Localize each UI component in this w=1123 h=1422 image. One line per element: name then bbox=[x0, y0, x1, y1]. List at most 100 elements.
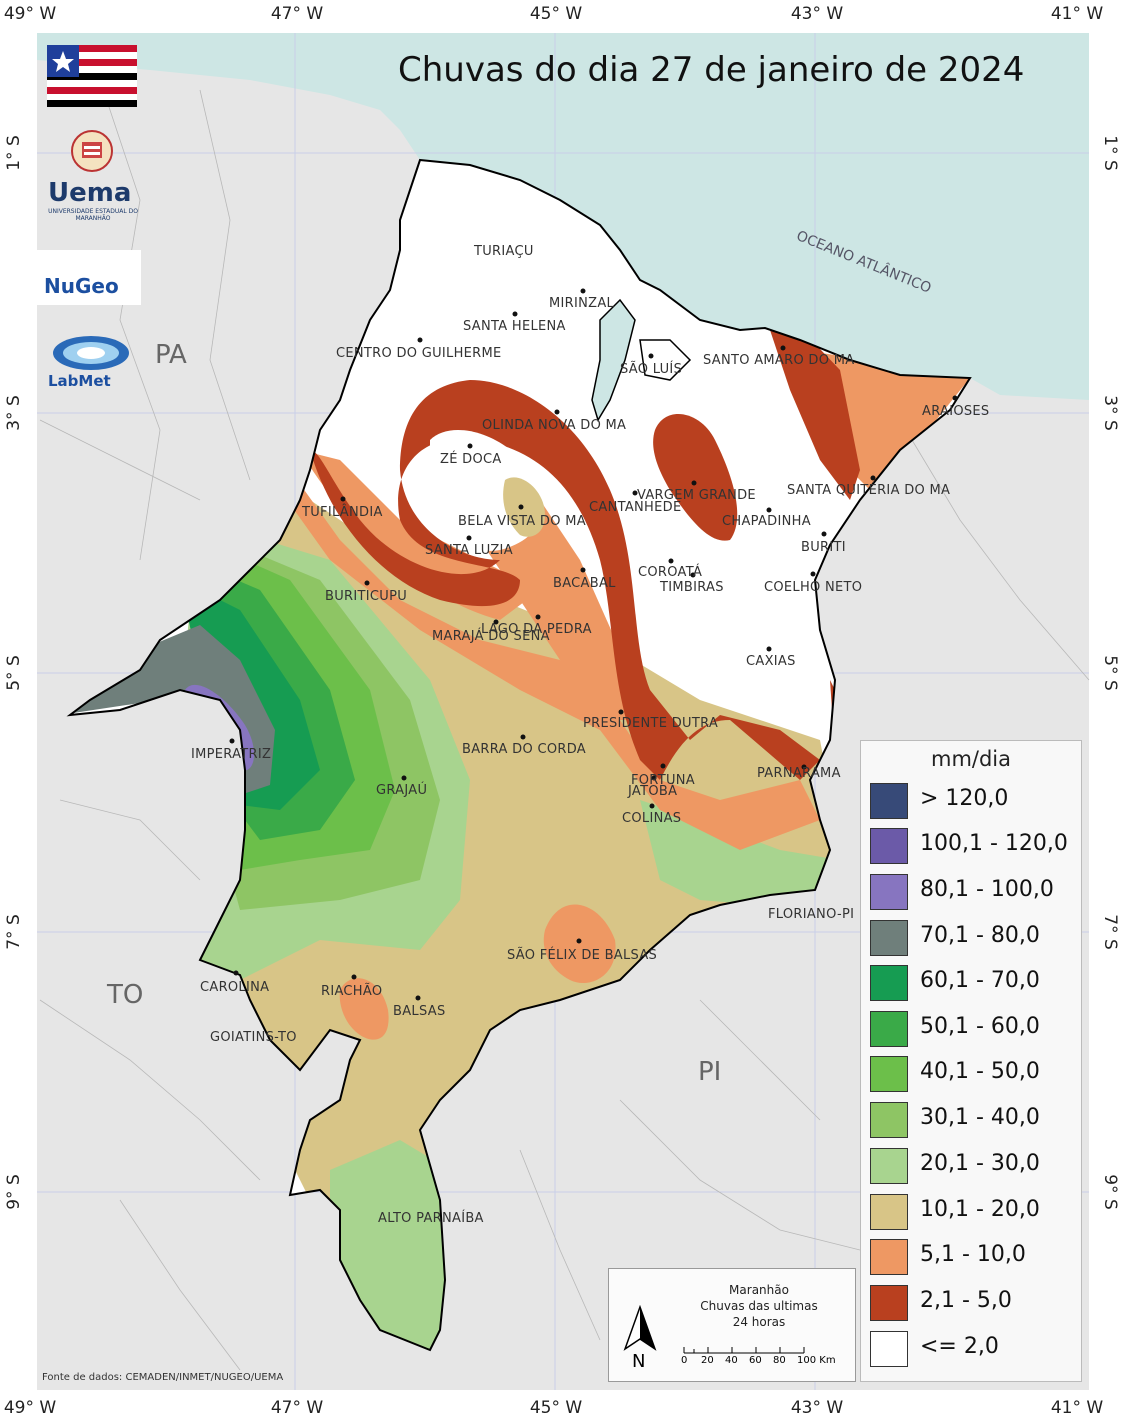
longitude-label: 43° W bbox=[790, 4, 844, 24]
city-label: BACABAL bbox=[553, 576, 616, 591]
latitude-label: 9° S bbox=[4, 1174, 24, 1210]
legend-item: 60,1 - 70,0 bbox=[870, 965, 1080, 1005]
legend-swatch bbox=[870, 783, 908, 819]
latitude-label: 5° S bbox=[1100, 655, 1120, 691]
legend-item: 80,1 - 100,0 bbox=[870, 874, 1080, 914]
city-label: COLINAS bbox=[622, 811, 682, 826]
longitude-label: 49° W bbox=[3, 4, 57, 24]
uema-crest bbox=[71, 130, 113, 172]
longitude-label: 47° W bbox=[270, 1398, 324, 1418]
legend-swatch bbox=[870, 1102, 908, 1138]
legend-label: 20,1 - 30,0 bbox=[920, 1151, 1040, 1176]
legend-item: > 120,0 bbox=[870, 783, 1080, 823]
city-label: SÃO FÉLIX DE BALSAS bbox=[507, 948, 658, 963]
city-label: GOIATINS-TO bbox=[210, 1030, 297, 1045]
legend-swatch bbox=[870, 1056, 908, 1092]
legend-item: 10,1 - 20,0 bbox=[870, 1194, 1080, 1234]
legend-item: <= 2,0 bbox=[870, 1331, 1080, 1371]
legend-swatch bbox=[870, 828, 908, 864]
legend-item: 5,1 - 10,0 bbox=[870, 1239, 1080, 1279]
scale-tick: 0 bbox=[681, 1355, 688, 1366]
city-label: FLORIANO-PI bbox=[768, 907, 855, 922]
latitude-label: 1° S bbox=[4, 135, 24, 171]
city-label: BALSAS bbox=[393, 1004, 446, 1019]
state-label-to: TO bbox=[107, 980, 144, 1010]
longitude-label: 49° W bbox=[3, 1398, 57, 1418]
latitude-label: 7° S bbox=[1100, 914, 1120, 950]
city-label: SANTO AMARO DO MA bbox=[703, 353, 855, 368]
legend-label: 50,1 - 60,0 bbox=[920, 1014, 1040, 1039]
legend: mm/dia > 120,0 100,1 - 120,0 80,1 - 100,… bbox=[860, 740, 1082, 1382]
city-label: OLINDA NOVA DO MA bbox=[482, 418, 627, 433]
legend-label: 5,1 - 10,0 bbox=[920, 1242, 1026, 1267]
legend-item: 30,1 - 40,0 bbox=[870, 1102, 1080, 1142]
city-label: ZÉ DOCA bbox=[440, 452, 502, 467]
sao-marcos-bay bbox=[591, 298, 636, 422]
north-label: N bbox=[632, 1351, 646, 1372]
city-label: SANTA QUITÉRIA DO MA bbox=[787, 483, 951, 498]
city-label: TURIAÇU bbox=[474, 244, 534, 259]
scale-tick: 100 Km bbox=[797, 1355, 836, 1366]
latitude-label: 3° S bbox=[4, 395, 24, 431]
legend-swatch bbox=[870, 874, 908, 910]
city-label: IMPERATRIZ bbox=[191, 747, 272, 762]
longitude-label: 41° W bbox=[1050, 4, 1104, 24]
info-line: 24 horas bbox=[732, 1315, 786, 1329]
city-label: TUFILÂNDIA bbox=[302, 505, 383, 520]
legend-item: 2,1 - 5,0 bbox=[870, 1285, 1080, 1325]
data-source: Fonte de dados: CEMADEN/INMET/NUGEO/UEMA bbox=[42, 1372, 284, 1383]
longitude-label: 47° W bbox=[270, 4, 324, 24]
legend-label: 80,1 - 100,0 bbox=[920, 877, 1054, 902]
labmet-logo-text: LabMet bbox=[48, 372, 111, 390]
longitude-label: 45° W bbox=[529, 1398, 583, 1418]
map-title: Chuvas do dia 27 de janeiro de 2024 bbox=[398, 50, 1025, 90]
legend-label: 30,1 - 40,0 bbox=[920, 1105, 1040, 1130]
longitude-label: 45° W bbox=[529, 4, 583, 24]
city-label: PARNARAMA bbox=[757, 766, 841, 781]
labmet-logo bbox=[53, 336, 129, 370]
city-label: SANTA LUZIA bbox=[425, 543, 513, 558]
city-label: ALTO PARNAÍBA bbox=[378, 1211, 484, 1226]
maranhao-flag bbox=[47, 45, 137, 107]
city-label: SANTA HELENA bbox=[463, 319, 566, 334]
legend-title: mm/dia bbox=[930, 747, 1012, 771]
legend-item: 70,1 - 80,0 bbox=[870, 920, 1080, 960]
city-label: JATOBÁ bbox=[628, 784, 678, 799]
city-label: ARAIOSES bbox=[922, 404, 990, 419]
latitude-label: 5° S bbox=[4, 655, 24, 691]
city-label: BURITICUPU bbox=[325, 589, 408, 604]
city-label: CAROLINA bbox=[200, 980, 270, 995]
longitude-label: 41° W bbox=[1050, 1398, 1104, 1418]
city-label: GRAJAÚ bbox=[376, 783, 428, 798]
state-label-pi: PI bbox=[698, 1057, 722, 1087]
city-label: CAXIAS bbox=[746, 654, 796, 669]
legend-label: > 120,0 bbox=[920, 786, 1009, 811]
city-label: VARGEM GRANDE bbox=[637, 488, 756, 503]
legend-swatch bbox=[870, 1285, 908, 1321]
latitude-label: 9° S bbox=[1100, 1174, 1120, 1210]
city-label: BELA VISTA DO MA bbox=[458, 514, 586, 529]
uema-logo-subtitle: UNIVERSIDADE ESTADUAL DO MARANHÃO bbox=[48, 208, 138, 222]
city-label: BURITI bbox=[801, 540, 846, 555]
longitude-label: 43° W bbox=[790, 1398, 844, 1418]
city-label: BARRA DO CORDA bbox=[462, 742, 586, 757]
legend-swatch bbox=[870, 1331, 908, 1367]
latitude-label: 3° S bbox=[1100, 395, 1120, 431]
city-label: CHAPADINHA bbox=[722, 514, 811, 529]
legend-item: 20,1 - 30,0 bbox=[870, 1148, 1080, 1188]
legend-swatch bbox=[870, 1239, 908, 1275]
legend-item: 50,1 - 60,0 bbox=[870, 1011, 1080, 1051]
scale-tick: 40 bbox=[725, 1355, 738, 1366]
city-label: SÃO LUÍS bbox=[620, 362, 683, 377]
legend-swatch bbox=[870, 1194, 908, 1230]
info-line: Maranhão bbox=[729, 1283, 789, 1297]
legend-item: 40,1 - 50,0 bbox=[870, 1056, 1080, 1096]
scale-bar bbox=[683, 1347, 805, 1354]
city-label: LAGO DA PEDRA bbox=[481, 622, 592, 637]
scale-tick: 80 bbox=[773, 1355, 786, 1366]
latitude-label: 7° S bbox=[4, 914, 24, 950]
legend-item: 100,1 - 120,0 bbox=[870, 828, 1080, 868]
legend-swatch bbox=[870, 1011, 908, 1047]
legend-label: <= 2,0 bbox=[920, 1334, 999, 1359]
city-label: MIRINZAL bbox=[549, 296, 615, 311]
